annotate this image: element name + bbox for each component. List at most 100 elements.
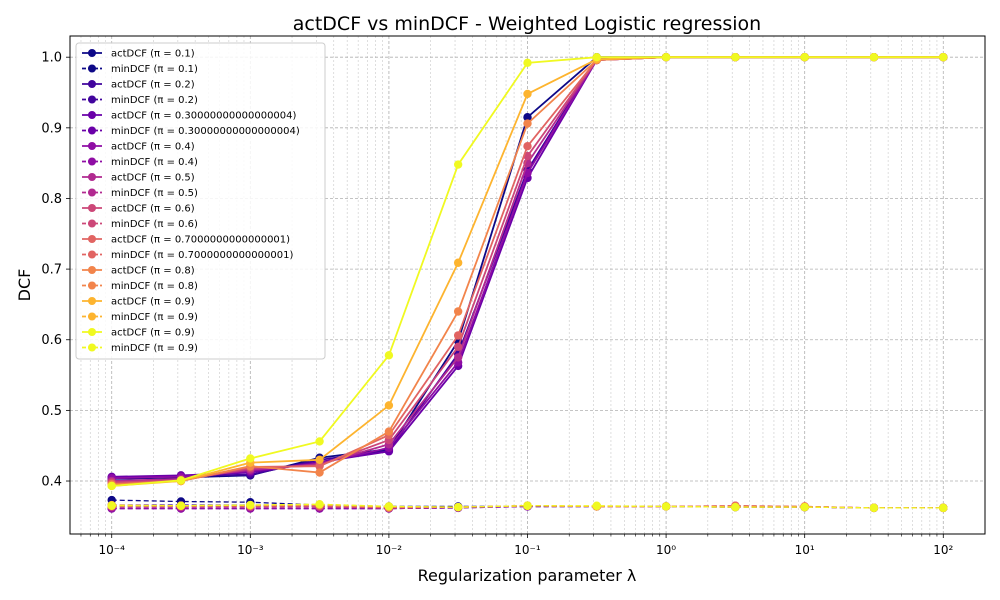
legend-marker — [88, 235, 96, 243]
x-tick-label: 10⁰ — [656, 543, 676, 557]
data-point — [869, 52, 879, 62]
chart-title: actDCF vs minDCF - Weighted Logistic reg… — [293, 13, 761, 35]
legend-entry: actDCF (π = 0.1) — [82, 49, 195, 60]
data-point — [384, 502, 394, 511]
data-point — [939, 52, 948, 62]
legend-label: actDCF (π = 0.8) — [111, 266, 195, 277]
data-point — [523, 113, 532, 122]
data-point — [523, 119, 532, 128]
data-point — [592, 52, 601, 62]
series-20 — [107, 500, 948, 513]
y-tick-label: 0.7 — [41, 263, 62, 278]
data-point — [523, 89, 532, 99]
y-axis-label: DCF — [15, 269, 34, 302]
legend-entry: minDCF (π = 0.1) — [82, 64, 198, 75]
data-point — [731, 502, 740, 512]
data-point — [731, 52, 740, 62]
data-point — [453, 353, 463, 362]
legend-entry: actDCF (π = 0.7000000000000001) — [82, 235, 290, 246]
data-point — [939, 503, 948, 513]
legend-marker — [88, 64, 96, 73]
legend-entry: actDCF (π = 0.6) — [82, 204, 195, 215]
data-point — [800, 52, 809, 62]
data-point — [384, 351, 394, 360]
y-tick-label: 0.8 — [41, 192, 62, 207]
data-point — [869, 503, 879, 513]
data-point — [453, 502, 463, 512]
legend-label: minDCF (π = 0.4) — [111, 157, 198, 168]
legend-label: actDCF (π = 0.4) — [111, 142, 195, 153]
legend-marker — [88, 297, 96, 305]
data-point — [523, 501, 532, 510]
legend-entry: minDCF (π = 0.7000000000000001) — [82, 250, 293, 261]
legend-label: minDCF (π = 0.7000000000000001) — [111, 250, 293, 261]
legend-entry: actDCF (π = 0.2) — [82, 80, 195, 91]
legend-label: actDCF (π = 0.1) — [111, 49, 195, 60]
data-point — [315, 437, 324, 446]
legend-marker — [88, 219, 96, 228]
legend-entry: actDCF (π = 0.9) — [82, 328, 195, 339]
data-point — [453, 307, 463, 316]
plot-area — [107, 52, 948, 513]
legend-marker — [88, 188, 96, 197]
data-point — [453, 258, 463, 267]
data-point — [661, 52, 671, 62]
legend-marker — [88, 281, 96, 290]
legend-entry: minDCF (π = 0.8) — [82, 281, 198, 292]
data-point — [315, 455, 324, 465]
legend-label: actDCF (π = 0.7000000000000001) — [111, 235, 290, 246]
legend-entry: minDCF (π = 0.5) — [82, 188, 198, 199]
legend-label: actDCF (π = 0.2) — [111, 80, 195, 91]
legend-marker — [88, 343, 96, 352]
legend-label: minDCF (π = 0.2) — [111, 95, 198, 106]
y-tick-label: 1.0 — [41, 51, 62, 66]
x-tick-label: 10⁻³ — [237, 543, 264, 557]
legend-entry: actDCF (π = 0.9) — [82, 297, 195, 308]
x-axis-label: Regularization parameter λ — [418, 566, 637, 585]
legend-label: actDCF (π = 0.30000000000000004) — [111, 111, 297, 122]
x-tick-label: 10⁻¹ — [514, 543, 541, 557]
data-point — [176, 501, 186, 510]
legend-label: actDCF (π = 0.9) — [111, 297, 195, 308]
legend-marker — [88, 157, 96, 166]
data-point — [523, 58, 532, 68]
legend-marker — [88, 80, 96, 88]
data-point — [107, 501, 116, 510]
legend-label: actDCF (π = 0.9) — [111, 328, 195, 339]
legend-entry: minDCF (π = 0.9) — [82, 343, 198, 354]
legend-box — [75, 42, 326, 360]
data-point — [246, 500, 255, 510]
legend-marker — [88, 204, 96, 212]
y-tick-label: 0.9 — [41, 121, 62, 136]
legend-marker — [88, 250, 96, 259]
x-tick-label: 10¹ — [795, 543, 815, 557]
data-point — [107, 481, 116, 491]
data-point — [384, 427, 394, 436]
legend-label: actDCF (π = 0.5) — [111, 173, 195, 184]
legend-entry: minDCF (π = 0.30000000000000004) — [82, 126, 300, 137]
legend-label: minDCF (π = 0.9) — [111, 343, 198, 354]
legend-marker — [88, 126, 96, 135]
data-point — [315, 461, 324, 471]
legend-marker — [88, 173, 96, 181]
data-point — [453, 331, 463, 340]
legend-label: minDCF (π = 0.1) — [111, 64, 198, 75]
legend-label: minDCF (π = 0.8) — [111, 281, 198, 292]
data-point — [246, 454, 255, 463]
data-point — [315, 468, 324, 477]
legend-entry: actDCF (π = 0.4) — [82, 142, 195, 153]
legend-marker — [88, 95, 96, 104]
legend-label: actDCF (π = 0.6) — [111, 204, 195, 215]
legend-entry: actDCF (π = 0.5) — [82, 173, 195, 184]
data-point — [453, 342, 463, 352]
series-19 — [107, 52, 948, 491]
legend-entry: minDCF (π = 0.2) — [82, 95, 198, 106]
legend-entry: actDCF (π = 0.8) — [82, 266, 195, 277]
data-point — [315, 500, 324, 509]
data-point — [523, 141, 532, 151]
data-point — [661, 502, 671, 511]
x-tick-label: 10⁻⁴ — [99, 543, 126, 557]
legend-marker — [88, 111, 96, 119]
data-point — [453, 160, 463, 169]
